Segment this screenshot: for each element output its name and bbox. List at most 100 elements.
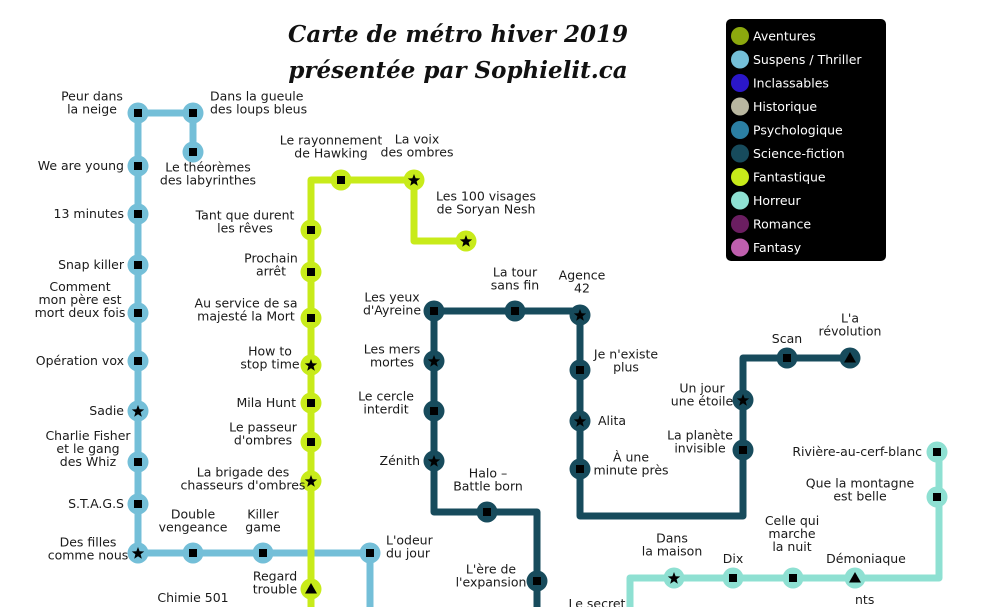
star-icon	[427, 355, 441, 367]
station-le-passeur-d-ombres: Le passeur d'ombres	[229, 420, 322, 453]
legend-swatch	[731, 121, 749, 139]
legend-label: Horreur	[753, 193, 801, 208]
station-label: Killer game	[245, 507, 281, 535]
station-label-line: À une	[613, 450, 649, 465]
station-label-line: révolution	[819, 324, 882, 339]
station-label-line: We are young	[38, 158, 124, 173]
station-label-line: 42	[574, 281, 590, 296]
station-label-line: Alita	[598, 413, 626, 428]
station-dix: Dix	[722, 551, 744, 589]
station-peur-dans-la-neige: Peur dans la neige	[61, 89, 149, 124]
station-label-line: Un jour	[679, 381, 725, 396]
station-a-une-minute-pres: À une minute près	[569, 450, 669, 480]
square-icon	[366, 549, 374, 557]
legend-swatch	[731, 144, 749, 163]
star-icon	[736, 394, 750, 406]
station-stags: S.T.A.G.S	[68, 493, 149, 515]
station-label: Les 100 visages de Soryan Nesh	[436, 189, 536, 217]
station-label: Mila Hunt	[236, 395, 296, 410]
station-le-theoremes-des-labyrinthes: Le théorèmes des labyrinthes	[160, 141, 256, 188]
square-icon	[337, 176, 345, 184]
station-label-line: Battle born	[453, 479, 523, 494]
station-label-line: Les yeux	[364, 290, 419, 305]
station-label-line: La brigade des	[197, 465, 289, 480]
station-label: Que la montagne est belle	[806, 476, 915, 504]
station-label: Je n'existe plus	[593, 347, 658, 375]
legend-item: Suspens / Thriller	[731, 50, 862, 69]
station-operation-vox: Opération vox	[36, 350, 149, 372]
station-label-line: Le passeur	[229, 420, 298, 435]
station-label-line: Sadie	[89, 403, 124, 418]
station-label-line: How to	[248, 344, 292, 359]
station-label: Prochain arrêt	[244, 251, 298, 279]
station-la-planete-invisible: La planète invisible	[667, 428, 754, 461]
station-label-line: du jour	[386, 546, 431, 561]
legend-swatch	[731, 215, 749, 233]
station-label: La planète invisible	[667, 428, 733, 456]
legend-label: Fantastique	[753, 170, 826, 185]
station-label-line: Les mers	[364, 342, 420, 357]
station-label: La voix des ombres	[381, 132, 454, 160]
square-icon	[307, 399, 315, 407]
legend-item: Aventures	[731, 27, 816, 45]
station-des-filles-comme-nous: Des filles comme nous	[48, 535, 149, 564]
square-icon	[576, 366, 584, 374]
station-les-100-visages: Les 100 visages de Soryan Nesh	[436, 189, 536, 252]
station-label: Celle qui marche la nuit	[765, 513, 819, 554]
station-label-line: Dans la gueule	[210, 89, 304, 104]
square-icon	[307, 268, 315, 276]
station-label: Agence 42	[559, 268, 606, 296]
station-label-line: La planète	[667, 428, 733, 443]
station-label-line: Killer	[247, 507, 279, 522]
legend-swatch	[731, 27, 749, 45]
station-label-line: et le gang	[56, 441, 119, 456]
station-je-n-existe-plus: Je n'existe plus	[569, 347, 658, 381]
station-label: Charlie Fisher et le gang des Whiz	[45, 428, 131, 469]
legend-swatch	[731, 168, 749, 186]
star-icon	[131, 547, 145, 559]
station-la-voix-des-ombres: La voix des ombres	[381, 132, 454, 191]
metro-stations: Peur dans la neige Dans la gueule des loups…	[35, 89, 948, 607]
station-label-line: Celle qui	[765, 513, 819, 528]
station-les-mers-mortes: Les mers mortes	[364, 342, 445, 372]
legend-item: Historique	[731, 97, 817, 116]
station-label-line: vengeance	[159, 520, 228, 535]
station-label-line: des labyrinthes	[160, 173, 256, 188]
station-label: Sadie	[89, 403, 124, 418]
square-icon	[134, 109, 142, 117]
station-label-line: sans fin	[491, 278, 539, 293]
station-celle-qui-marche-la-nuit: Celle qui marche la nuit	[765, 513, 819, 589]
square-icon	[307, 226, 315, 234]
station-dans-la-gueule-des-loups-bleus: Dans la gueule des loups bleus	[182, 89, 307, 124]
legend-label: Suspens / Thriller	[753, 52, 862, 67]
station-label-line: mortes	[370, 355, 414, 370]
station-label: Dix	[723, 551, 744, 566]
station-demoniaque: Démoniaque	[826, 551, 906, 589]
station-label: Rivière-au-cerf-blanc	[792, 444, 922, 459]
station-label-line: nts	[855, 592, 874, 607]
station-label: Halo – Battle born	[453, 466, 523, 494]
station-sadie: Sadie	[89, 400, 149, 422]
station-label-line: Agence	[559, 268, 606, 283]
station-label-line: Dix	[723, 551, 744, 566]
legend-item: Fantastique	[731, 168, 826, 186]
station-label-line: Comment	[49, 279, 110, 294]
station-label-line: Le théorèmes	[165, 160, 251, 175]
station-label-line: la nuit	[772, 539, 811, 554]
station-how-to-stop-time: How to stop time	[240, 344, 322, 376]
station-riviere-au-cerf-blanc: Rivière-au-cerf-blanc	[792, 441, 948, 463]
station-le-cercle-interdit: Le cercle interdit	[358, 389, 445, 422]
station-label: Alita	[598, 413, 626, 428]
station-label: La tour sans fin	[491, 265, 539, 293]
station-label: 13 minutes	[54, 206, 124, 221]
square-icon	[933, 493, 941, 501]
scifi-line-segment	[430, 307, 854, 520]
station-label-line: Rivière-au-cerf-blanc	[792, 444, 922, 459]
station-label: Zénith	[380, 453, 420, 468]
station-label: We are young	[38, 158, 124, 173]
station-label-line: Opération vox	[36, 353, 124, 368]
station-label-line: la neige	[67, 102, 117, 117]
square-icon	[576, 465, 584, 473]
legend-item: Inclassables	[731, 74, 829, 92]
